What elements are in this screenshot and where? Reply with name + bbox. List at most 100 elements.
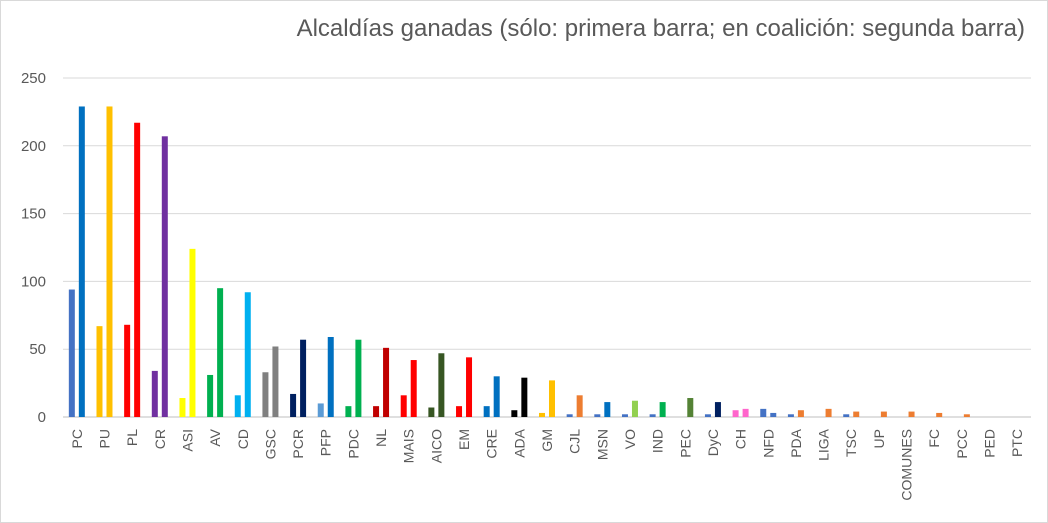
x-category-label: COMUNES bbox=[899, 429, 915, 501]
bar-coalicion-cr bbox=[161, 136, 168, 418]
x-category-label: PEC bbox=[677, 429, 693, 458]
bar-coalicion-ada bbox=[521, 377, 528, 417]
bar-coalicion-asi bbox=[189, 248, 196, 417]
x-category-label: EM bbox=[456, 429, 472, 450]
x-category-label: PTC bbox=[1009, 429, 1025, 457]
bar-solo-ch bbox=[732, 410, 739, 417]
bar-solo-asi bbox=[179, 398, 186, 417]
bar-coalicion-mais bbox=[410, 360, 417, 417]
x-category-label: UP bbox=[871, 429, 887, 448]
bar-solo-mais bbox=[400, 395, 407, 417]
bar-solo-tsc bbox=[843, 414, 850, 417]
bar-coalicion-av bbox=[217, 288, 224, 417]
bar-coalicion-liga bbox=[825, 408, 832, 417]
x-category-label: PED bbox=[982, 429, 998, 458]
bar-coalicion-dyc bbox=[714, 402, 721, 417]
bar-coalicion-em bbox=[466, 357, 473, 417]
bar-solo-vo bbox=[621, 414, 628, 417]
x-category-label: LIGA bbox=[816, 428, 832, 461]
bar-solo-ada bbox=[511, 410, 518, 417]
bar-solo-pdc bbox=[345, 406, 352, 417]
x-category-label: ASI bbox=[179, 429, 195, 452]
bar-solo-cd bbox=[234, 395, 241, 417]
y-tick-label: 200 bbox=[21, 138, 46, 155]
y-axis-ticks: 0 50 100 150 200 250 bbox=[21, 70, 46, 426]
bar-solo-pfp bbox=[317, 403, 324, 417]
bar-coalicion-cjl bbox=[576, 395, 583, 417]
gridlines bbox=[63, 77, 1031, 418]
bar-coalicion-pfp bbox=[327, 336, 334, 417]
bar-solo-ind bbox=[649, 414, 656, 417]
x-category-label: AV bbox=[207, 428, 223, 446]
x-category-label: GSC bbox=[262, 429, 278, 459]
x-category-label: PL bbox=[124, 429, 140, 446]
y-tick-label: 50 bbox=[29, 341, 46, 358]
y-tick-label: 150 bbox=[21, 206, 46, 223]
x-category-label: CD bbox=[235, 429, 251, 449]
bar-solo-dyc bbox=[704, 414, 711, 417]
bar-solo-pc bbox=[68, 289, 75, 417]
x-category-label: ADA bbox=[511, 428, 527, 457]
bar-coalicion-tsc bbox=[853, 411, 860, 417]
bar-solo-av bbox=[207, 374, 214, 417]
bar-solo-nl bbox=[373, 406, 380, 417]
x-category-label: IND bbox=[650, 429, 666, 453]
x-axis-categories: PC PU PL CR ASI AV CD GSC PCR PFP PDC NL MAIS AICO EM C… bbox=[69, 428, 1025, 500]
x-category-label: MSN bbox=[594, 429, 610, 460]
x-category-label: CH bbox=[733, 429, 749, 449]
bar-solo-cjl bbox=[566, 414, 573, 417]
x-category-label: AICO bbox=[428, 429, 444, 463]
bar-coalicion-pda bbox=[797, 410, 804, 417]
bar-coalicion-aico bbox=[438, 353, 445, 417]
bar-coalicion-cre bbox=[493, 376, 500, 417]
y-tick-label: 0 bbox=[38, 409, 46, 426]
bar-coalicion-cd bbox=[244, 292, 251, 417]
x-category-label: CRE bbox=[484, 429, 500, 459]
x-category-label: FC bbox=[926, 429, 942, 448]
x-category-label: PC bbox=[69, 429, 85, 448]
x-category-label: PFP bbox=[318, 429, 334, 456]
bar-coalicion-pl bbox=[134, 122, 141, 418]
bar-solo-em bbox=[456, 406, 463, 417]
chart-title: Alcaldías ganadas (sólo: primera barra; … bbox=[296, 15, 1025, 42]
bar-solo-aico bbox=[428, 407, 435, 417]
bar-coalicion-nl bbox=[383, 347, 390, 417]
bar-solo-msn bbox=[594, 414, 601, 417]
bar-coalicion-gsc bbox=[272, 346, 279, 417]
bar-coalicion-pcc bbox=[963, 414, 970, 417]
y-tick-label: 250 bbox=[21, 70, 46, 87]
x-category-label: VO bbox=[622, 429, 638, 449]
bar-solo-pl bbox=[124, 324, 131, 417]
x-category-label: TSC bbox=[843, 429, 859, 457]
x-category-label: PCR bbox=[290, 429, 306, 459]
bar-solo-cre bbox=[483, 406, 490, 417]
bar-coalicion-pec bbox=[687, 398, 694, 417]
bar-coalicion-comunes bbox=[908, 411, 915, 417]
bar-coalicion-gm bbox=[549, 380, 555, 417]
x-category-label: PDC bbox=[345, 429, 361, 459]
bar-coalicion-nfd bbox=[770, 412, 777, 417]
bar-solo-pda bbox=[787, 414, 794, 417]
x-category-label: NFD bbox=[760, 429, 776, 458]
x-category-label: GM bbox=[539, 429, 555, 452]
bar-coalicion-pcr bbox=[300, 339, 307, 417]
bar-solo-cr bbox=[151, 370, 158, 417]
bar-coalicion-msn bbox=[604, 402, 611, 417]
bar-coalicion-pu bbox=[106, 106, 113, 417]
x-category-label: CR bbox=[152, 429, 168, 449]
bar-coalicion-up bbox=[880, 411, 887, 417]
y-tick-label: 100 bbox=[21, 273, 46, 290]
bar-solo-nfd bbox=[760, 408, 767, 417]
bar-solo-pcr bbox=[290, 393, 297, 417]
bar-coalicion-vo bbox=[631, 400, 638, 417]
bars bbox=[68, 106, 970, 418]
x-category-label: PDA bbox=[788, 428, 804, 457]
x-category-label: CJL bbox=[567, 429, 583, 454]
bar-coalicion-fc bbox=[936, 412, 943, 417]
bar-coalicion-ind bbox=[659, 402, 666, 417]
bar-solo-pu bbox=[96, 326, 103, 417]
bar-solo-gsc bbox=[262, 372, 269, 417]
bar-coalicion-pdc bbox=[355, 339, 362, 417]
